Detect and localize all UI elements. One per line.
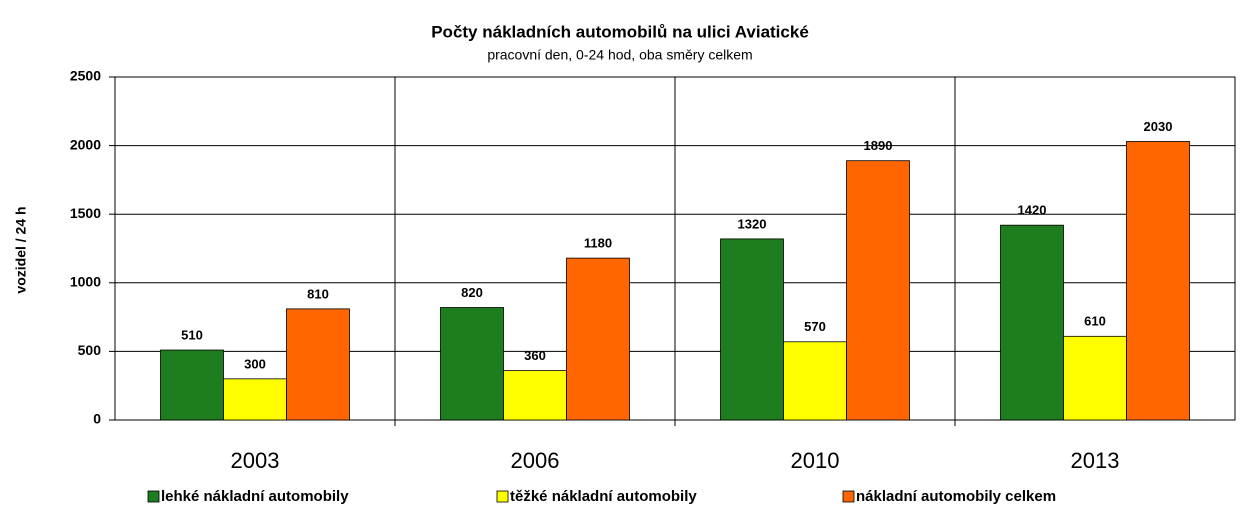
data-label: 300 — [244, 356, 266, 371]
x-tick-label: 2010 — [791, 448, 840, 473]
data-label: 510 — [181, 327, 203, 342]
chart-subtitle: pracovní den, 0-24 hod, oba směry celkem — [487, 47, 752, 63]
data-label: 2030 — [1144, 119, 1173, 134]
data-label: 810 — [307, 286, 329, 301]
legend-label: nákladní automobily celkem — [856, 488, 1056, 505]
legend-label: lehké nákladní automobily — [161, 488, 349, 505]
y-tick-label: 0 — [93, 411, 101, 427]
bar — [286, 308, 350, 421]
bar — [1126, 141, 1190, 421]
bar — [503, 370, 567, 421]
legend-label: těžké nákladní automobily — [510, 488, 697, 505]
chart-title: Počty nákladních automobilů na ulici Avi… — [431, 22, 809, 41]
data-label: 1420 — [1018, 203, 1047, 218]
x-tick-label: 2006 — [511, 448, 560, 473]
y-tick-label: 2000 — [70, 136, 101, 152]
y-tick-label: 1500 — [70, 205, 101, 221]
bar — [223, 378, 287, 421]
bar — [1000, 224, 1064, 421]
legend-swatch — [842, 490, 855, 503]
legend-swatch — [147, 490, 160, 503]
data-label: 820 — [461, 285, 483, 300]
x-tick-label: 2013 — [1071, 448, 1120, 473]
data-label: 570 — [804, 319, 826, 334]
x-tick-label: 2003 — [231, 448, 280, 473]
y-axis-label: vozidel / 24 h — [13, 206, 29, 293]
data-label: 1890 — [864, 138, 893, 153]
legend-swatch — [496, 490, 509, 503]
y-tick-label: 500 — [78, 342, 102, 358]
bar — [1063, 335, 1127, 421]
bar — [440, 307, 504, 421]
y-tick-label: 2500 — [70, 68, 101, 84]
data-label: 360 — [524, 348, 546, 363]
bar — [783, 341, 847, 421]
data-label: 1320 — [738, 216, 767, 231]
y-tick-label: 1000 — [70, 274, 101, 290]
bar — [720, 238, 784, 421]
data-label: 1180 — [584, 236, 612, 251]
plot-border — [114, 76, 1236, 421]
bar — [160, 349, 224, 421]
bar — [566, 257, 630, 421]
data-label: 610 — [1084, 314, 1106, 329]
bar — [846, 160, 910, 421]
